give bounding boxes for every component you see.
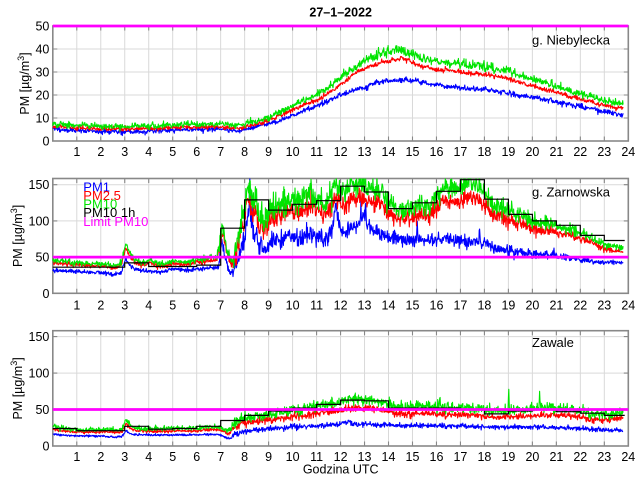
svg-text:3: 3 — [121, 299, 128, 313]
svg-text:14: 14 — [382, 299, 396, 313]
svg-text:21: 21 — [549, 299, 563, 313]
svg-text:7: 7 — [217, 299, 224, 313]
svg-text:5: 5 — [169, 299, 176, 313]
svg-text:16: 16 — [430, 145, 444, 159]
svg-text:0: 0 — [42, 440, 49, 454]
svg-text:g. Zarnowska: g. Zarnowska — [532, 185, 611, 200]
svg-text:40: 40 — [35, 43, 49, 57]
svg-text:22: 22 — [573, 145, 587, 159]
svg-text:22: 22 — [573, 299, 587, 313]
svg-text:50: 50 — [35, 251, 49, 265]
svg-text:15: 15 — [406, 299, 420, 313]
svg-text:9: 9 — [265, 299, 272, 313]
svg-text:14: 14 — [382, 145, 396, 159]
svg-text:27–1–2022: 27–1–2022 — [309, 5, 372, 19]
svg-text:1: 1 — [73, 450, 80, 464]
svg-text:4: 4 — [145, 145, 152, 159]
svg-text:15: 15 — [406, 145, 420, 159]
svg-text:16: 16 — [430, 450, 444, 464]
svg-text:PM1: PM1 — [83, 179, 110, 194]
svg-text:18: 18 — [477, 145, 491, 159]
svg-text:150: 150 — [29, 178, 50, 192]
svg-text:PM10 1h: PM10 1h — [83, 205, 135, 220]
svg-text:5: 5 — [169, 145, 176, 159]
svg-text:2: 2 — [97, 299, 104, 313]
svg-text:14: 14 — [382, 450, 396, 464]
svg-text:12: 12 — [334, 145, 348, 159]
svg-text:17: 17 — [453, 299, 467, 313]
svg-text:5: 5 — [169, 450, 176, 464]
svg-text:8: 8 — [241, 299, 248, 313]
svg-text:8: 8 — [241, 450, 248, 464]
svg-text:PM10: PM10 — [83, 197, 117, 212]
svg-text:150: 150 — [29, 330, 50, 344]
svg-text:6: 6 — [193, 299, 200, 313]
svg-text:0: 0 — [42, 135, 49, 149]
svg-text:24: 24 — [621, 145, 635, 159]
svg-text:13: 13 — [358, 145, 372, 159]
svg-text:3: 3 — [121, 450, 128, 464]
svg-text:1: 1 — [73, 299, 80, 313]
svg-text:21: 21 — [549, 145, 563, 159]
svg-text:10: 10 — [286, 299, 300, 313]
svg-text:0: 0 — [42, 287, 49, 301]
svg-text:23: 23 — [597, 145, 611, 159]
svg-text:11: 11 — [310, 450, 323, 464]
svg-text:50: 50 — [35, 20, 49, 34]
svg-text:10: 10 — [35, 112, 49, 126]
svg-text:10: 10 — [286, 145, 300, 159]
svg-text:20: 20 — [525, 450, 539, 464]
svg-text:18: 18 — [477, 299, 491, 313]
svg-text:17: 17 — [453, 450, 467, 464]
svg-text:PM [µg/m3]: PM [µg/m3] — [9, 205, 25, 267]
svg-text:16: 16 — [430, 299, 444, 313]
svg-text:PM [µg/m3]: PM [µg/m3] — [9, 357, 25, 419]
svg-text:3: 3 — [121, 145, 128, 159]
svg-text:10: 10 — [286, 450, 300, 464]
svg-text:9: 9 — [265, 145, 272, 159]
svg-text:24: 24 — [621, 450, 635, 464]
svg-text:4: 4 — [145, 299, 152, 313]
svg-text:12: 12 — [334, 299, 348, 313]
svg-text:23: 23 — [597, 450, 611, 464]
svg-text:9: 9 — [265, 450, 272, 464]
svg-text:7: 7 — [217, 145, 224, 159]
svg-text:8: 8 — [241, 145, 248, 159]
svg-text:20: 20 — [35, 89, 49, 103]
svg-text:50: 50 — [35, 403, 49, 417]
svg-text:19: 19 — [501, 450, 515, 464]
svg-text:30: 30 — [35, 66, 49, 80]
svg-text:20: 20 — [525, 145, 539, 159]
svg-text:2: 2 — [97, 450, 104, 464]
svg-text:13: 13 — [358, 299, 372, 313]
svg-text:15: 15 — [406, 450, 420, 464]
svg-text:100: 100 — [29, 214, 50, 228]
svg-text:Limit PM10: Limit PM10 — [83, 214, 148, 229]
svg-text:17: 17 — [453, 145, 467, 159]
svg-text:1: 1 — [73, 145, 80, 159]
svg-text:24: 24 — [621, 299, 635, 313]
svg-text:11: 11 — [310, 299, 323, 313]
svg-text:18: 18 — [477, 450, 491, 464]
svg-text:20: 20 — [525, 299, 539, 313]
svg-text:PM [µg/m3]: PM [µg/m3] — [16, 52, 32, 114]
svg-text:19: 19 — [501, 299, 515, 313]
svg-text:22: 22 — [573, 450, 587, 464]
svg-text:6: 6 — [193, 450, 200, 464]
svg-text:g. Niebylecka: g. Niebylecka — [532, 33, 611, 48]
svg-text:11: 11 — [310, 145, 323, 159]
svg-text:19: 19 — [501, 145, 515, 159]
svg-text:2: 2 — [97, 145, 104, 159]
svg-text:21: 21 — [549, 450, 563, 464]
svg-text:Godzina UTC: Godzina UTC — [303, 463, 379, 477]
svg-text:13: 13 — [358, 450, 372, 464]
svg-text:4: 4 — [145, 450, 152, 464]
svg-text:6: 6 — [193, 145, 200, 159]
svg-text:7: 7 — [217, 450, 224, 464]
svg-text:23: 23 — [597, 299, 611, 313]
svg-text:PM2.5: PM2.5 — [83, 188, 121, 203]
svg-text:12: 12 — [334, 450, 348, 464]
svg-text:100: 100 — [29, 367, 50, 381]
svg-text:Zawale: Zawale — [532, 335, 574, 350]
